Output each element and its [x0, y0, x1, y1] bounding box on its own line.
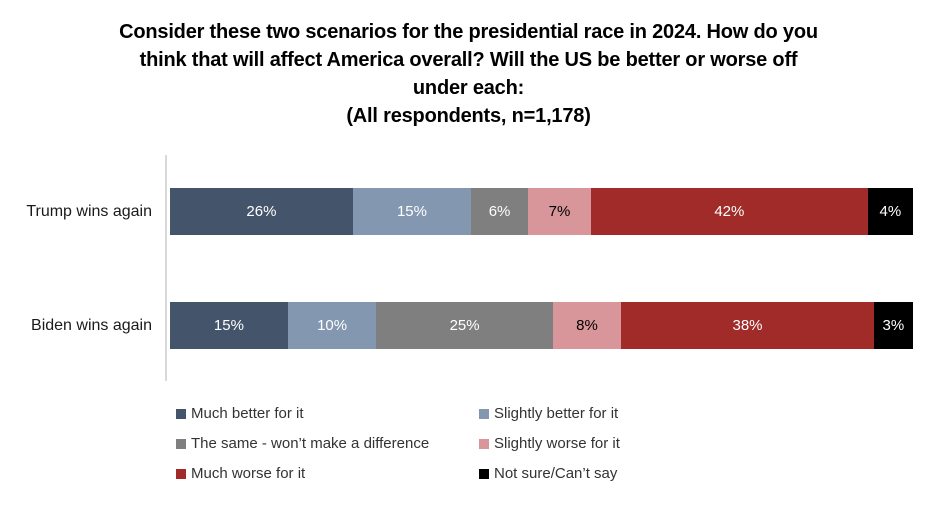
bar-value-label: 7% — [548, 203, 571, 220]
bar-value-label: 6% — [488, 203, 511, 220]
bar-value-label: 26% — [246, 203, 277, 220]
legend-label: Much worse for it — [191, 465, 306, 482]
chart-title-line-3: under each: — [412, 77, 525, 99]
bar-segment-1-cat-0: 15% — [352, 188, 472, 235]
legend-swatch-icon — [479, 438, 489, 449]
bar-segment-3-cat-0: 7% — [528, 188, 591, 235]
legend-item-1: Slightly better for it — [479, 405, 620, 422]
legend-item-2: The same - won’t make a difference — [176, 435, 479, 452]
legend-item-4: Much worse for it — [176, 465, 479, 482]
bar-value-label: 10% — [317, 317, 348, 334]
bar-segment-5-cat-1: 3% — [873, 302, 913, 349]
legend-label: Slightly better for it — [494, 405, 619, 422]
legend-label: Not sure/Can’t say — [494, 465, 618, 482]
bar-segment-0-cat-0: 26% — [170, 188, 353, 235]
bar-value-label: 4% — [879, 203, 902, 220]
legend: Much better for it Slightly better for it… — [176, 405, 620, 482]
legend-swatch-icon — [479, 408, 489, 419]
legend-swatch-icon — [176, 408, 186, 419]
bar-segment-5-cat-0: 4% — [867, 188, 913, 235]
chart-title-line-2: think that will affect America overall? … — [139, 49, 798, 71]
chart-title: Consider these two scenarios for the pre… — [0, 18, 937, 130]
bar-value-label: 42% — [714, 203, 745, 220]
legend-label: Much better for it — [191, 405, 304, 422]
category-label-trump: Trump wins again — [26, 203, 152, 220]
legend-item-5: Not sure/Can’t say — [479, 465, 620, 482]
bar-value-label: 3% — [882, 317, 905, 334]
plot-area: Trump wins again 26% 15% 6% 7% 42% 4% Biden w… — [0, 155, 937, 387]
bar-segment-2-cat-1: 25% — [376, 302, 553, 349]
chart-title-line-4: (All respondents, n=1,178) — [346, 105, 591, 127]
bar-value-label: 25% — [449, 317, 480, 334]
bar-value-label: 15% — [213, 317, 244, 334]
bar-segment-4-cat-0: 42% — [590, 188, 868, 235]
legend-swatch-icon — [176, 468, 186, 479]
legend-swatch-icon — [176, 438, 186, 449]
legend-swatch-icon — [479, 468, 489, 479]
bar-segment-4-cat-1: 38% — [621, 302, 874, 349]
bar-row-trump: 26% 15% 6% 7% 42% 4% — [170, 188, 913, 235]
bar-value-label: 15% — [396, 203, 427, 220]
chart-title-line-1: Consider these two scenarios for the pre… — [119, 21, 818, 43]
legend-item-3: Slightly worse for it — [479, 435, 620, 452]
bar-segment-3-cat-1: 8% — [552, 302, 622, 349]
bar-segment-2-cat-0: 6% — [471, 188, 529, 235]
y-axis-line — [165, 155, 167, 381]
bar-segment-1-cat-1: 10% — [287, 302, 377, 349]
bar-value-label: 38% — [732, 317, 763, 334]
legend-item-0: Much better for it — [176, 405, 479, 422]
bar-value-label: 8% — [576, 317, 598, 334]
bar-segment-0-cat-1: 15% — [170, 302, 288, 349]
bar-row-biden: 15% 10% 25% 8% 38% 3% — [170, 302, 913, 349]
category-label-biden: Biden wins again — [31, 317, 152, 334]
legend-label: The same - won’t make a difference — [191, 435, 430, 452]
legend-label: Slightly worse for it — [494, 435, 620, 452]
